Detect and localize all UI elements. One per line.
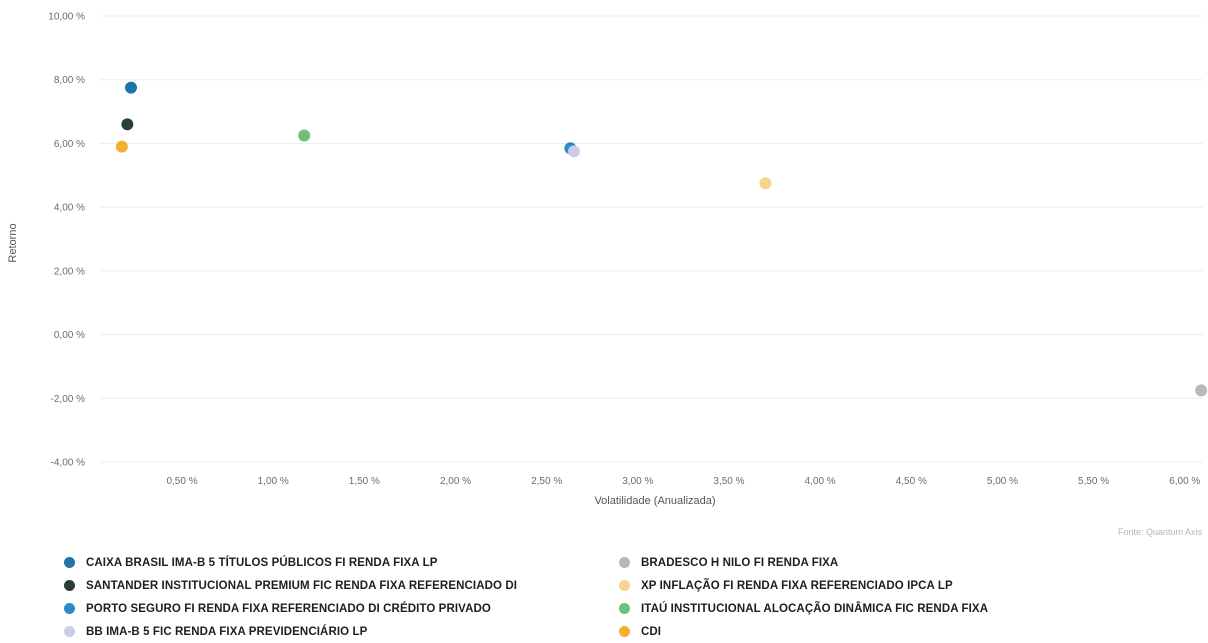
grid-lines: [100, 15, 1203, 463]
x-tick-label: 1,00 %: [258, 476, 289, 487]
x-tick-label: 5,00 %: [987, 476, 1018, 487]
y-tick-labels: -4,00 % -2,00 % 0,00 % 2,00 % 4,00 % 6,00 % 8,…: [48, 12, 85, 469]
legend-column-left: CAIXA BRASIL IMA-B 5 TÍTULOS PÚBLICOS FI…: [64, 551, 517, 643]
x-tick-label: 2,50 %: [531, 476, 562, 487]
legend-marker-icon: [619, 603, 630, 614]
legend-label: CAIXA BRASIL IMA-B 5 TÍTULOS PÚBLICOS FI…: [86, 556, 438, 569]
y-tick-label: 2,00 %: [54, 266, 85, 277]
x-tick-label: 4,50 %: [896, 476, 927, 487]
y-tick-label: 0,00 %: [54, 330, 85, 341]
legend-label: SANTANDER INSTITUCIONAL PREMIUM FIC REND…: [86, 579, 518, 592]
data-point[interactable]: [115, 140, 128, 153]
data-point[interactable]: [568, 145, 581, 158]
legend-label: ITAÚ INSTITUCIONAL ALOCAÇÃO DINÂMICA FIC…: [641, 602, 989, 615]
x-tick-label: 2,00 %: [440, 476, 471, 487]
x-tick-label: 5,50 %: [1078, 476, 1109, 487]
legend-label: CDI: [641, 625, 662, 638]
legend-marker-icon: [64, 557, 75, 568]
legend-label: XP INFLAÇÃO FI RENDA FIXA REFERENCIADO I…: [641, 579, 953, 592]
data-point[interactable]: [1195, 384, 1208, 397]
legend-marker-icon: [64, 626, 75, 637]
x-tick-label: 0,50 %: [166, 476, 197, 487]
y-tick-label: 6,00 %: [54, 139, 85, 150]
x-axis-title: Volatilidade (Anualizada): [594, 495, 715, 507]
y-tick-label: -2,00 %: [51, 394, 86, 405]
legend-marker-icon: [619, 557, 630, 568]
legend-item[interactable]: CAIXA BRASIL IMA-B 5 TÍTULOS PÚBLICOS FI…: [64, 551, 517, 574]
legend-marker-icon: [619, 626, 630, 637]
legend-item[interactable]: XP INFLAÇÃO FI RENDA FIXA REFERENCIADO I…: [619, 574, 988, 597]
x-tick-label: 3,50 %: [713, 476, 744, 487]
x-tick-labels: 0,50 % 1,00 % 1,50 % 2,00 % 2,50 % 3,00 % 3,50…: [166, 476, 1200, 487]
legend-item[interactable]: BB IMA-B 5 FIC RENDA FIXA PREVIDENCIÁRIO…: [64, 620, 517, 643]
legend-marker-icon: [64, 603, 75, 614]
scatter-chart: -4,00 % -2,00 % 0,00 % 2,00 % 4,00 % 6,00 % 8,…: [7, 12, 1208, 507]
legend-item[interactable]: BRADESCO H NILO FI RENDA FIXA: [619, 551, 988, 574]
data-point[interactable]: [124, 81, 137, 94]
y-tick-label: -4,00 %: [51, 458, 86, 469]
legend-item[interactable]: ITAÚ INSTITUCIONAL ALOCAÇÃO DINÂMICA FIC…: [619, 597, 988, 620]
legend-item[interactable]: CDI: [619, 620, 988, 643]
legend-label: BRADESCO H NILO FI RENDA FIXA: [641, 556, 839, 569]
x-tick-label: 6,00 %: [1169, 476, 1200, 487]
legend-item[interactable]: PORTO SEGURO FI RENDA FIXA REFERENCIADO …: [64, 597, 517, 620]
data-points: [115, 81, 1208, 397]
legend-column-right: BRADESCO H NILO FI RENDA FIXA XP INFLAÇÃO…: [619, 551, 988, 643]
x-tick-label: 1,50 %: [349, 476, 380, 487]
legend-marker-icon: [619, 580, 630, 591]
data-point[interactable]: [121, 118, 134, 131]
legend-label: BB IMA-B 5 FIC RENDA FIXA PREVIDENCIÁRIO…: [86, 625, 368, 638]
y-tick-label: 8,00 %: [54, 75, 85, 86]
legend-label: PORTO SEGURO FI RENDA FIXA REFERENCIADO …: [86, 602, 491, 615]
y-axis-title: Retorno: [7, 223, 19, 262]
data-point[interactable]: [298, 129, 311, 142]
data-point[interactable]: [759, 177, 772, 190]
legend-marker-icon: [64, 580, 75, 591]
y-tick-label: 10,00 %: [48, 12, 85, 23]
x-tick-label: 4,00 %: [805, 476, 836, 487]
y-tick-label: 4,00 %: [54, 203, 85, 214]
x-tick-label: 3,00 %: [622, 476, 653, 487]
source-note: Fonte: Quantum Axis: [1117, 527, 1202, 537]
legend-item[interactable]: SANTANDER INSTITUCIONAL PREMIUM FIC REND…: [64, 574, 517, 597]
